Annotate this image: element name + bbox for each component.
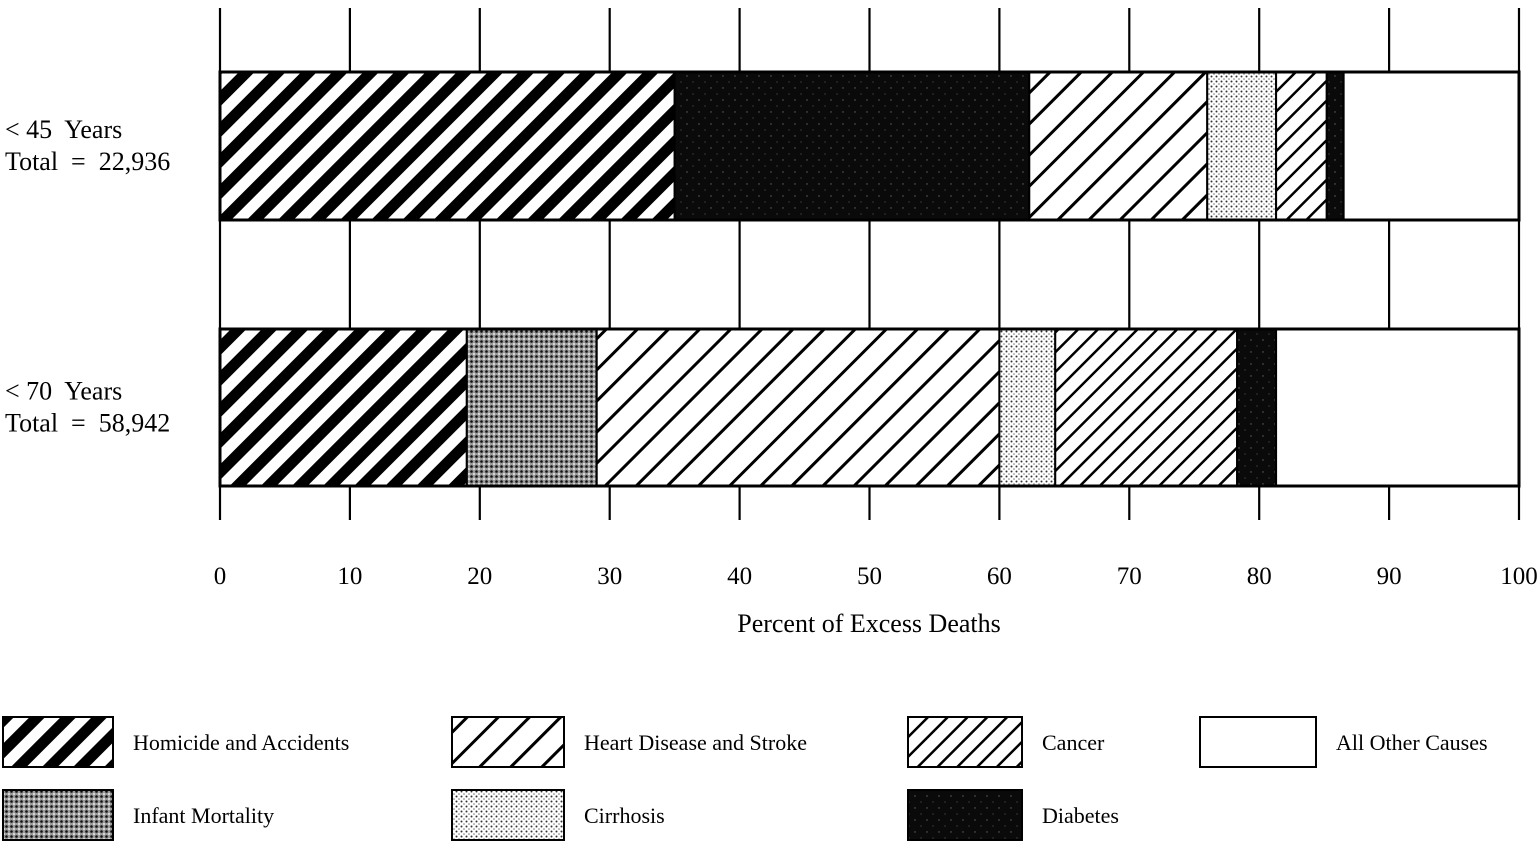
x-tick-label: 80 — [1247, 563, 1272, 590]
category-label-line2: Total = 22,936 — [5, 147, 170, 176]
bar-segment — [1054, 328, 1239, 487]
legend-swatch — [907, 716, 1023, 768]
bar-segment — [673, 71, 1031, 221]
legend-label: Cancer — [1042, 730, 1105, 755]
bar-segment — [1275, 328, 1521, 487]
x-tick-label: 40 — [727, 563, 752, 590]
legend-label: Infant Mortality — [133, 803, 274, 828]
bar-segment — [1275, 71, 1328, 221]
x-tick-label: 20 — [467, 563, 492, 590]
category-label-line1: < 45 Years — [5, 115, 122, 144]
bar-segment — [219, 71, 676, 221]
legend-label: All Other Causes — [1336, 730, 1488, 755]
bar-segment — [465, 328, 598, 487]
legend-label: Diabetes — [1042, 803, 1119, 828]
x-axis: 0 10 20 30 40 50 60 70 80 90 100 — [214, 563, 1538, 590]
bar-outline — [218, 327, 1521, 488]
x-tick-label: 70 — [1117, 563, 1142, 590]
legend-swatch — [451, 789, 565, 841]
legend-swatch — [451, 716, 565, 768]
x-tick-label: 90 — [1377, 563, 1402, 590]
x-tick-label: 10 — [337, 563, 362, 590]
x-tick-label: 100 — [1500, 563, 1538, 590]
bar-segment — [1342, 71, 1521, 221]
x-tick-label: 30 — [597, 563, 622, 590]
legend-swatch — [1199, 716, 1317, 768]
legend-label: Heart Disease and Stroke — [584, 730, 807, 755]
legend-label: Homicide and Accidents — [133, 730, 349, 755]
legend-swatch — [2, 716, 114, 768]
bar-segment — [1236, 328, 1278, 487]
bar-segment — [1028, 71, 1209, 221]
x-tick-label: 50 — [857, 563, 882, 590]
bar-segment — [1206, 71, 1278, 221]
bar-segment — [595, 328, 1001, 487]
category-label-line1: < 70 Years — [5, 377, 122, 406]
category-label-line2: Total = 58,942 — [5, 409, 170, 438]
legend-label: Cirrhosis — [584, 803, 665, 828]
bar-segment — [998, 328, 1057, 487]
bar-segment — [219, 328, 468, 487]
category-labels: < 45 Years Total = 22,936 < 70 Years Total … — [5, 115, 170, 438]
legend: Homicide and Accidents Heart Disease and … — [2, 716, 1488, 841]
x-tick-label: 60 — [987, 563, 1012, 590]
bar-outline — [218, 70, 1521, 222]
x-axis-title: Percent of Excess Deaths — [737, 609, 1001, 638]
bars — [218, 70, 1521, 488]
bar-segment — [1325, 71, 1345, 221]
x-tick-label: 0 — [214, 563, 227, 590]
legend-swatch — [2, 789, 114, 841]
legend-swatch — [907, 789, 1023, 841]
